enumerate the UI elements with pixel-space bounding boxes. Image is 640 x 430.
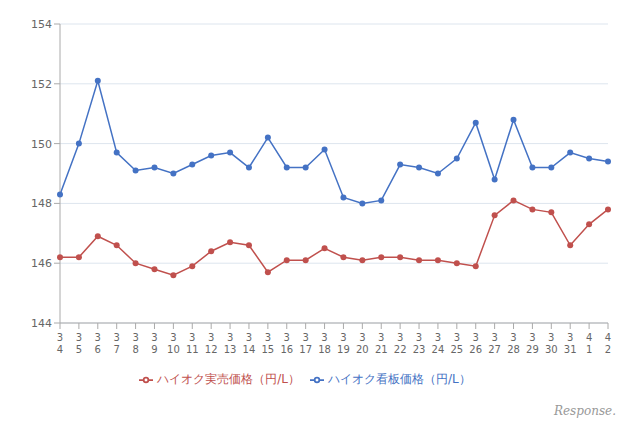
- html-text:Response.: Response.: [554, 404, 616, 418]
- svg-text:42: 42: [605, 332, 611, 355]
- svg-text:316: 316: [280, 332, 293, 355]
- svg-text:146: 146: [31, 257, 52, 270]
- svg-text:313: 313: [224, 332, 237, 355]
- svg-text:318: 318: [318, 332, 331, 355]
- svg-text:35: 35: [76, 332, 82, 355]
- svg-text:329: 329: [526, 332, 539, 355]
- svg-text:326: 326: [469, 332, 482, 355]
- html-text:ハイオク看板価格（円/L）: ハイオク看板価格（円/L）: [328, 372, 471, 386]
- svg-text:150: 150: [31, 138, 52, 151]
- svg-text:330: 330: [545, 332, 558, 355]
- svg-text:310: 310: [167, 332, 180, 355]
- svg-text:331: 331: [564, 332, 577, 355]
- svg-text:324: 324: [432, 332, 445, 355]
- svg-text:152: 152: [31, 78, 52, 91]
- svg-text:315: 315: [261, 332, 274, 355]
- svg-text:148: 148: [31, 197, 52, 210]
- svg-text:154: 154: [31, 18, 52, 31]
- svg-text:38: 38: [132, 332, 138, 355]
- svg-text:37: 37: [114, 332, 120, 355]
- svg-text:36: 36: [95, 332, 101, 355]
- svg-text:314: 314: [243, 332, 256, 355]
- svg-text:328: 328: [507, 332, 520, 355]
- svg-text:323: 323: [413, 332, 426, 355]
- svg-text:144: 144: [31, 317, 52, 330]
- svg-text:327: 327: [488, 332, 501, 355]
- svg-text:312: 312: [205, 332, 218, 355]
- svg-text:325: 325: [450, 332, 463, 355]
- svg-text:39: 39: [151, 332, 157, 355]
- svg-text:41: 41: [586, 332, 592, 355]
- svg-text:311: 311: [186, 332, 199, 355]
- svg-text:319: 319: [337, 332, 350, 355]
- svg-text:317: 317: [299, 332, 312, 355]
- svg-text:34: 34: [57, 332, 63, 355]
- svg-text:322: 322: [394, 332, 407, 355]
- svg-text:321: 321: [375, 332, 388, 355]
- svg-text:320: 320: [356, 332, 369, 355]
- html-text:ハイオク実売価格（円/L）: ハイオク実売価格（円/L）: [157, 372, 300, 386]
